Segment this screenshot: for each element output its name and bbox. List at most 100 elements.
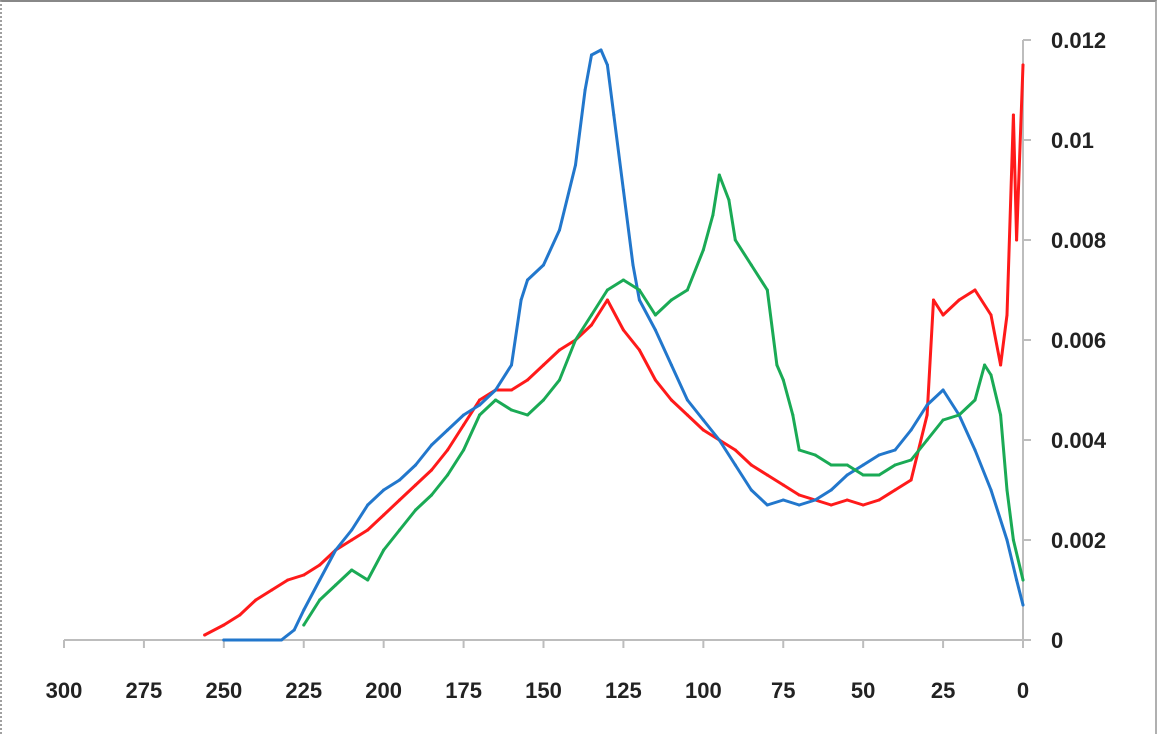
series-1-point	[957, 298, 961, 302]
y-tick-label: 0.012	[1051, 28, 1106, 53]
series-1-point	[510, 388, 513, 392]
y-tick-label: 0	[1051, 628, 1063, 653]
series-2	[222, 48, 1025, 642]
series-3-point	[574, 338, 577, 342]
series-1-point	[941, 313, 945, 317]
series-3-point	[749, 263, 753, 267]
series-2-point	[781, 498, 785, 502]
series-1-point	[414, 483, 418, 487]
series-2-point	[334, 548, 338, 552]
series-3-point	[797, 448, 801, 452]
series-2-point	[612, 113, 616, 117]
series-3-point	[765, 288, 769, 292]
series-3-point	[590, 313, 593, 317]
series-3-point	[861, 473, 865, 477]
series-1-point	[526, 378, 529, 382]
series-3-point	[941, 418, 945, 422]
series-3-point	[605, 288, 609, 292]
series-3-point	[989, 373, 993, 377]
series-layer	[203, 48, 1025, 642]
series-3-line	[302, 173, 1025, 627]
series-1-point	[605, 298, 609, 302]
series-1-point	[999, 363, 1003, 367]
series-3-point	[893, 463, 897, 467]
series-3-point	[791, 413, 795, 417]
series-1-point	[558, 348, 561, 352]
series-3-point	[637, 288, 641, 292]
series-3-point	[685, 288, 689, 292]
x-tick-label: 75	[771, 678, 795, 703]
series-3-point	[775, 363, 779, 367]
series-2-point	[621, 188, 625, 192]
series-2-point	[845, 473, 849, 477]
series-1-point	[925, 413, 929, 417]
series-1-point	[877, 498, 881, 502]
series-3-point	[350, 568, 354, 572]
series-1-point	[446, 448, 450, 452]
series-2-point	[717, 438, 721, 442]
series-1-point	[203, 633, 207, 637]
x-tick-label: 125	[605, 678, 642, 703]
series-2-point	[510, 363, 513, 367]
series-2-point	[366, 503, 370, 507]
series-3-point	[711, 213, 715, 217]
series-3-point	[669, 298, 673, 302]
series-1-point	[989, 313, 993, 317]
series-1-point	[222, 623, 226, 627]
x-ticks: 300 275 250 225 200 175 150 125 100 75 50 25 0	[46, 640, 1029, 703]
series-2-point	[542, 263, 545, 267]
x-tick-label: 225	[285, 678, 322, 703]
series-2-point	[637, 298, 641, 302]
y-ticks: 0 0.002 0.004 0.006 0.008 0.01 0.012	[1023, 28, 1107, 653]
series-3-point	[446, 473, 450, 477]
series-2-point	[925, 403, 929, 407]
series-2-point	[877, 453, 881, 457]
series-1-point	[1011, 113, 1015, 117]
series-3-point	[430, 493, 434, 497]
series-1-point	[733, 448, 737, 452]
series-2-point	[462, 413, 466, 417]
series-3-point	[957, 413, 961, 417]
x-tick-label: 50	[851, 678, 875, 703]
series-3-point	[973, 398, 977, 402]
series-2-point	[701, 418, 705, 422]
series-3-point	[462, 448, 466, 452]
x-tick-label: 25	[931, 678, 955, 703]
series-1-point	[685, 413, 689, 417]
y-tick-label: 0.01	[1051, 128, 1094, 153]
y-tick-label: 0.002	[1051, 528, 1106, 553]
series-2-point	[941, 388, 945, 392]
series-2-point	[254, 638, 258, 642]
series-2-point	[292, 628, 296, 632]
series-2-point	[749, 488, 753, 492]
series-2-point	[302, 608, 306, 612]
series-3-point	[909, 458, 913, 462]
series-3-point	[1021, 578, 1025, 582]
series-3	[302, 173, 1025, 627]
series-1-point	[621, 328, 625, 332]
series-3-point	[366, 578, 370, 582]
series-2-point	[733, 463, 737, 467]
series-3-point	[526, 413, 529, 417]
series-3-point	[733, 238, 737, 242]
series-1-point	[254, 598, 258, 602]
series-1-point	[430, 468, 434, 472]
series-1-point	[366, 528, 370, 532]
series-2-point	[526, 278, 529, 282]
series-1-point	[669, 398, 673, 402]
series-2-point	[414, 463, 418, 467]
series-2-point	[318, 578, 322, 582]
series-1-point	[382, 513, 386, 517]
series-3-point	[414, 508, 418, 512]
series-3-point	[558, 378, 561, 382]
series-2-point	[279, 638, 283, 642]
series-3-point	[983, 363, 987, 367]
series-2-point	[478, 403, 482, 407]
series-3-point	[829, 463, 833, 467]
x-tick-label: 200	[365, 678, 402, 703]
series-3-point	[727, 198, 731, 202]
series-3-point	[382, 548, 386, 552]
series-1-point	[909, 478, 913, 482]
series-1-point	[350, 538, 354, 542]
series-3-point	[717, 173, 721, 177]
